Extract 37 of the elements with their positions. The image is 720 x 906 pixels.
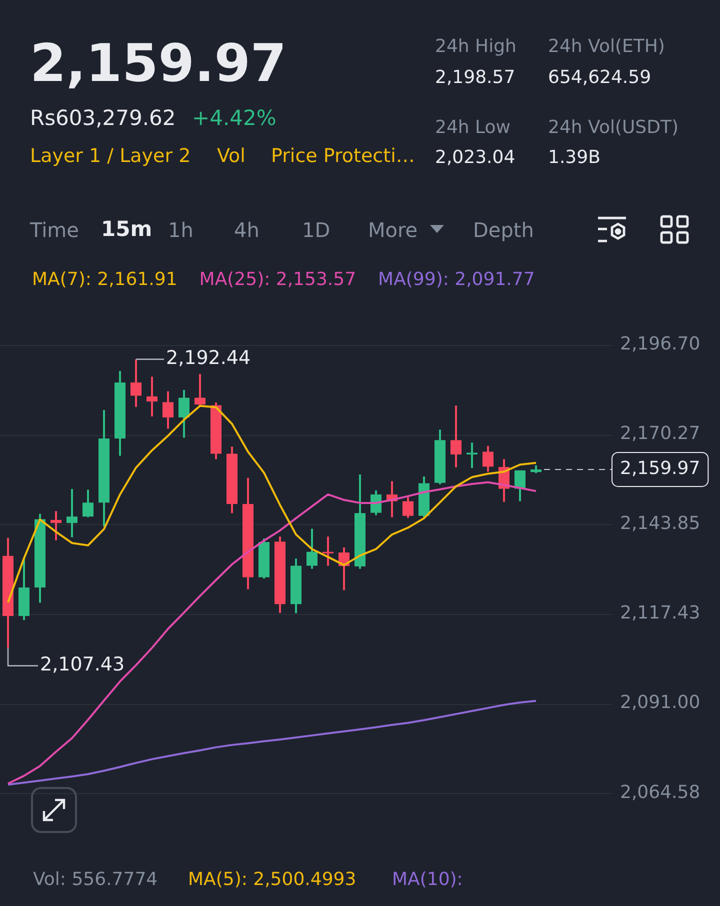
text: 24h Vol(USDT) [548, 117, 678, 138]
text: 24h Low [435, 117, 510, 138]
text: Layer 1 / Layer 2 [30, 145, 191, 167]
annotation: 2,107.43 [40, 654, 125, 676]
text: 1h [168, 218, 194, 242]
text: 1D [302, 218, 330, 242]
text: 2,198.57 [435, 67, 516, 88]
text: Price Protecti… [271, 145, 415, 167]
text: MA(25): 2,153.57 [199, 269, 356, 290]
y-tick-label: 2,064.58 [620, 782, 700, 803]
text: 24h Vol(ETH) [548, 36, 665, 57]
text: 4h [234, 218, 260, 242]
y-tick-label: 2,117.43 [620, 602, 700, 624]
text: 15m [101, 217, 152, 241]
text: 24h High [435, 36, 516, 57]
text: MA(5): 2,500.4993 [188, 869, 356, 890]
text: 654,624.59 [548, 67, 652, 88]
y-tick-label: 2,196.70 [620, 333, 700, 354]
text: 2,023.04 [435, 147, 516, 168]
y-tick-label: 2,170.27 [620, 423, 700, 444]
text: Time [30, 218, 79, 242]
text: Vol: 556.7774 [33, 869, 158, 890]
text: 1.39B [548, 147, 600, 168]
y-tick-label: 2,143.85 [620, 512, 700, 534]
text: MA(99): 2,091.77 [378, 269, 535, 290]
text: MA(10): [392, 869, 463, 890]
text: MA(7): 2,161.91 [32, 269, 178, 290]
ref-line-label: 2,159.97 [620, 458, 700, 480]
text: +4.42% [192, 106, 276, 130]
y-tick-label: 2,091.00 [620, 692, 700, 714]
candlestick [466, 442, 478, 468]
chart-title: 2,159.97 [30, 34, 287, 94]
annotation: 2,192.44 [166, 347, 251, 370]
text: Vol [217, 145, 246, 167]
text: Depth [473, 218, 534, 242]
text: More [368, 218, 418, 242]
chart-subtitle: Rs603,279.62 [30, 106, 176, 130]
